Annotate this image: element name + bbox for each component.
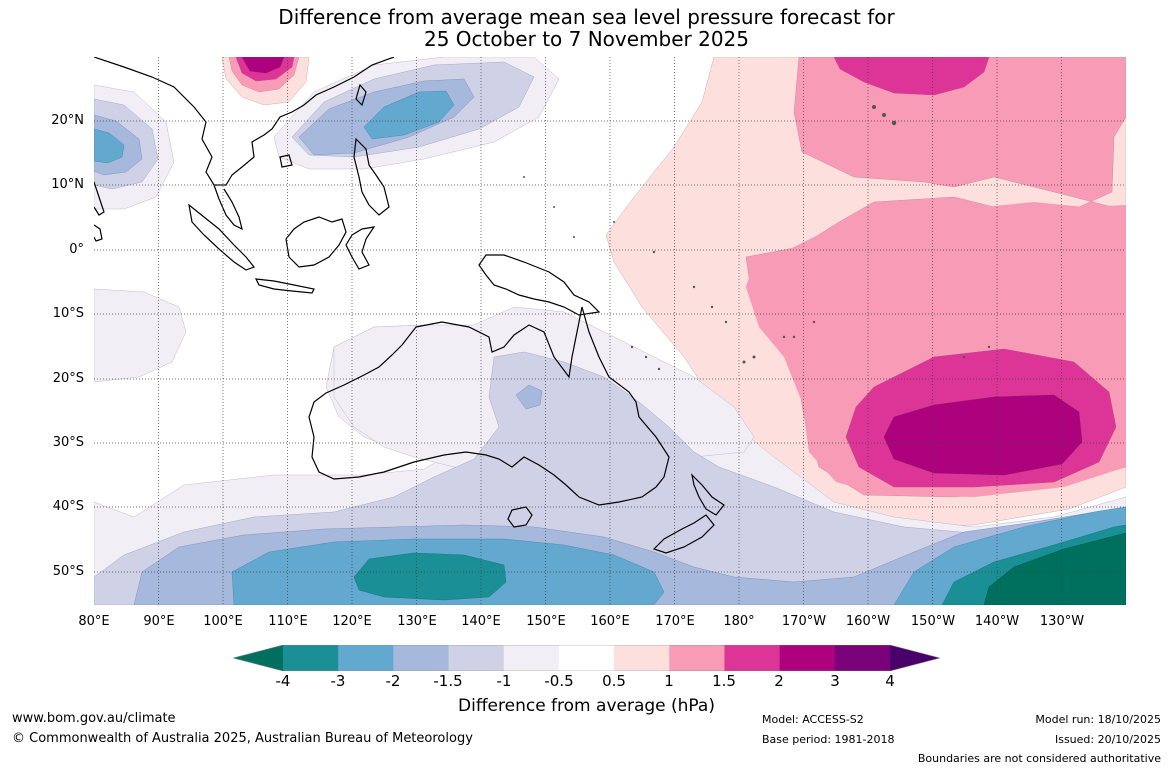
colorbar-segment xyxy=(614,645,670,671)
anomaly-region-pos-1.5 xyxy=(833,57,990,96)
footer-copyright: © Commonwealth of Australia 2025, Austra… xyxy=(12,731,473,746)
colorbar-segment xyxy=(393,645,450,671)
coastline-india xyxy=(94,181,105,216)
lat-label-20N: 20°N xyxy=(51,113,84,128)
colorbar-tick: -3 xyxy=(330,672,346,690)
footer-website[interactable]: www.bom.gov.au/climate xyxy=(12,711,176,726)
coastline-taiwan xyxy=(355,83,367,107)
footer-disclaimer: Boundaries are not considered authoritat… xyxy=(917,752,1161,765)
colorbar-extend-high xyxy=(890,645,940,671)
title-line-1: Difference from average mean sea level p… xyxy=(278,5,895,29)
colorbar-tick: -2 xyxy=(385,672,401,690)
lon-label-90E: 90°E xyxy=(143,614,175,629)
lon-label-170E: 170°E xyxy=(655,614,695,629)
anomaly-region-pos-2-north xyxy=(241,57,285,74)
coastline-new-guinea xyxy=(478,254,601,316)
lon-label-80E: 80°E xyxy=(78,614,110,629)
coastline-malay xyxy=(213,184,243,231)
colorbar-segment xyxy=(283,645,339,671)
lon-label-150W: 150°W xyxy=(910,614,956,629)
coastlines xyxy=(94,57,725,554)
coastline-sumatra xyxy=(188,203,255,271)
footer-issued: Issued: 20/10/2025 xyxy=(1054,733,1161,746)
colorbar-label: Difference from average (hPa) xyxy=(458,696,715,716)
pressure-anomaly-map xyxy=(94,57,1126,605)
anomaly-region-neg-3 xyxy=(353,552,507,601)
lat-label-40S: 40°S xyxy=(52,499,84,514)
colorbar-tick: 3 xyxy=(830,672,840,690)
lon-label-180: 180° xyxy=(723,614,755,629)
lon-label-120E: 120°E xyxy=(332,614,372,629)
lon-label-150E: 150°E xyxy=(526,614,566,629)
lat-label-10S: 10°S xyxy=(52,306,84,321)
coastline-new-zealand-north xyxy=(691,473,725,516)
lon-label-130W: 130°W xyxy=(1039,614,1085,629)
lon-label-140W: 140°W xyxy=(974,614,1020,629)
anomaly-region-neg-2-scs xyxy=(363,90,455,140)
coastline-sri-lanka xyxy=(94,224,103,242)
lon-label-100E: 100°E xyxy=(203,614,243,629)
lat-label-50S: 50°S xyxy=(52,564,84,579)
colorbar-extend-low xyxy=(233,645,283,671)
colorbar-tick: -0.5 xyxy=(544,672,574,690)
colorbar-segment xyxy=(779,645,836,671)
colorbar-tick: 0.5 xyxy=(602,672,626,690)
pacific-islands xyxy=(523,105,991,371)
anomaly-region-neg-0.5-west xyxy=(94,288,187,383)
lat-label-0: 0° xyxy=(69,242,84,257)
lon-label-140E: 140°E xyxy=(461,614,501,629)
coastline-mainland-asia xyxy=(94,57,395,186)
colorbar-tick: 2 xyxy=(774,672,784,690)
colorbar-tick: 1 xyxy=(664,672,674,690)
coastline-hainan xyxy=(279,154,293,168)
coastline-philippines xyxy=(353,137,390,216)
lon-label-130E: 130°E xyxy=(397,614,437,629)
anomaly-region-neg-2-north xyxy=(94,128,125,164)
anomaly-region-neg-4 xyxy=(983,532,1126,605)
colorbar-segment xyxy=(724,645,781,671)
colorbar-tick: 4 xyxy=(885,672,895,690)
coastline-sulawesi xyxy=(345,226,376,270)
colorbar-tick: 1.5 xyxy=(712,672,736,690)
footer-model: Model: ACCESS-S2 xyxy=(762,713,864,726)
title-line-2: 25 October to 7 November 2025 xyxy=(423,27,750,51)
graticule xyxy=(94,57,1126,605)
coastline-borneo xyxy=(285,216,347,268)
colorbar-segment xyxy=(338,645,394,671)
lon-label-170W: 170°W xyxy=(781,614,827,629)
colorbar-segment xyxy=(834,645,891,671)
colorbar-tick: -1.5 xyxy=(433,672,463,690)
lon-label-160W: 160°W xyxy=(845,614,891,629)
colorbar-tick: -1 xyxy=(496,672,512,690)
lon-label-160E: 160°E xyxy=(590,614,630,629)
colorbar xyxy=(233,645,940,671)
lat-label-30S: 30°S xyxy=(52,435,84,450)
footer-model-run: Model run: 18/10/2025 xyxy=(1035,713,1161,726)
colorbar-segment xyxy=(669,645,725,671)
anomaly-region-neg-1.5-aus xyxy=(515,384,543,410)
coastline-new-zealand-south xyxy=(652,514,715,554)
coastline-java xyxy=(254,278,315,294)
colorbar-segment xyxy=(448,645,505,671)
lon-label-110E: 110°E xyxy=(268,614,308,629)
colorbar-segment xyxy=(558,645,615,671)
colorbar-segment xyxy=(503,645,560,671)
coastline-australia xyxy=(308,306,670,506)
colorbar-tick: -4 xyxy=(275,672,291,690)
lat-label-10N: 10°N xyxy=(51,177,84,192)
anomaly-region-pos-2 xyxy=(883,394,1083,476)
footer-base-period: Base period: 1981-2018 xyxy=(762,733,895,746)
lat-label-20S: 20°S xyxy=(52,371,84,386)
